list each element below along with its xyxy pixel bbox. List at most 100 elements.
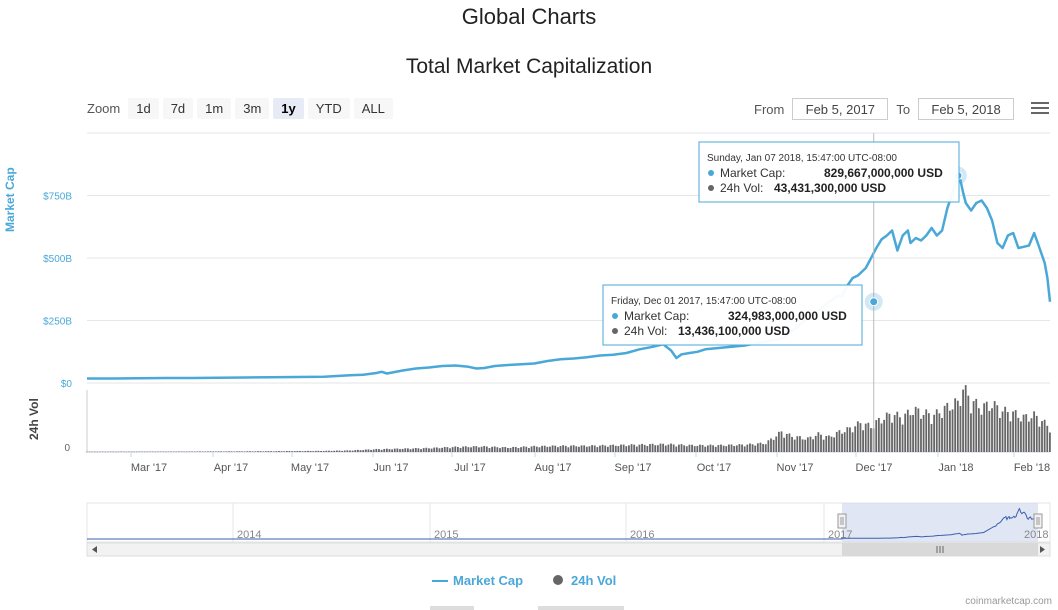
volume-bar: [591, 445, 593, 452]
volume-bar: [817, 432, 820, 452]
bottom-tab-2[interactable]: [538, 606, 624, 610]
highlight-marker: [869, 297, 879, 307]
x-tick-label: Aug '17: [535, 462, 572, 474]
zoom-button-all[interactable]: ALL: [353, 98, 393, 119]
volume-bar: [862, 430, 864, 452]
volume-bar: [604, 445, 607, 452]
volume-bar: [888, 413, 891, 452]
volume-bar: [228, 451, 230, 452]
navigator-scrollbar-thumb[interactable]: [842, 543, 1038, 556]
volume-bar: [825, 435, 828, 452]
volume-bar: [846, 427, 849, 452]
volume-bar: [454, 446, 457, 452]
volume-bar: [709, 444, 712, 452]
volume-bar: [667, 444, 670, 452]
volume-bar: [159, 451, 162, 453]
volume-bar: [470, 447, 472, 452]
volume-bar: [422, 448, 425, 452]
volume-bar: [691, 444, 693, 452]
scroll-left-arrow-icon[interactable]: [92, 546, 97, 553]
volume-bar: [193, 451, 196, 453]
volume-bar: [996, 405, 999, 452]
volume-bar: [920, 418, 922, 452]
volume-bar: [154, 451, 157, 453]
x-tick-label: May '17: [291, 462, 329, 474]
from-date-input[interactable]: [792, 98, 889, 120]
navigator-series-line: [87, 507, 1039, 540]
zoom-button-ytd[interactable]: YTD: [307, 98, 350, 119]
volume-bar: [572, 445, 575, 452]
volume-bar: [901, 424, 904, 452]
zoom-button-3m[interactable]: 3m: [235, 98, 270, 119]
volume-bar: [841, 433, 843, 452]
navigator-handle-left[interactable]: [837, 513, 847, 529]
volume-bar: [322, 451, 325, 452]
legend-item-24h-vol[interactable]: 24h Vol: [571, 573, 616, 588]
legend-item-market-cap[interactable]: Market Cap: [453, 573, 523, 588]
volume-bar: [870, 428, 872, 452]
zoom-button-7d[interactable]: 7d: [162, 98, 194, 119]
volume-bar: [451, 447, 454, 452]
volume-bar: [746, 444, 749, 452]
volume-bar: [514, 446, 517, 452]
volume-bar: [254, 451, 257, 452]
zoom-button-1y[interactable]: 1y: [273, 98, 304, 119]
volume-bar: [370, 449, 372, 452]
volume-bar: [938, 413, 941, 452]
volume-bar: [706, 445, 709, 452]
footer-credit: coinmarketcap.com: [965, 596, 1052, 607]
navigator-pane: [86, 502, 1051, 543]
volume-bar: [485, 446, 488, 452]
volume-bar: [820, 434, 822, 452]
volume-bar: [967, 395, 970, 452]
volume-bar: [238, 451, 241, 452]
volume-bar: [141, 451, 144, 453]
volume-bar: [459, 447, 462, 452]
bottom-tab-1[interactable]: [430, 606, 474, 610]
volume-bar: [506, 447, 509, 452]
volume-bar: [551, 445, 554, 452]
volume-bar: [117, 451, 120, 453]
volume-bar: [804, 439, 807, 452]
volume-bar: [738, 444, 741, 452]
volume-bar: [251, 451, 254, 452]
volume-bar: [701, 444, 704, 452]
navigator-selection[interactable]: [842, 503, 1038, 542]
volume-bar: [659, 443, 662, 452]
tooltip-dec-cap-dot: [612, 313, 618, 319]
zoom-button-1d[interactable]: 1d: [128, 98, 159, 119]
hamburger-menu-icon[interactable]: [1031, 102, 1049, 116]
volume-bar: [656, 445, 659, 452]
volume-bar: [867, 422, 870, 452]
volume-bar: [1009, 421, 1012, 452]
volume-bar: [925, 409, 928, 452]
volume-bar: [438, 448, 441, 452]
x-tick-label: Sep '17: [615, 462, 652, 474]
zoom-button-1m[interactable]: 1m: [197, 98, 232, 119]
volume-bar: [983, 403, 986, 452]
volume-bar: [1043, 419, 1046, 452]
navigator-scrollbar-track[interactable]: [86, 542, 1051, 557]
tooltip-jan-cap-value: 829,667,000,000 USD: [824, 166, 943, 180]
volume-bar: [341, 450, 344, 452]
volume-bar: [264, 451, 267, 452]
y-axis-title-market-cap: Market Cap: [3, 167, 17, 232]
volume-bar: [385, 448, 388, 452]
volume-bar: [554, 445, 557, 452]
volume-bar: [788, 433, 791, 452]
volume-bar: [549, 446, 551, 452]
scroll-right-arrow-icon[interactable]: [1040, 546, 1045, 553]
volume-bar: [317, 450, 320, 452]
volume-bar: [672, 444, 675, 452]
volume-bar: [230, 451, 233, 452]
x-tick-label: Mar '17: [131, 462, 167, 474]
navigator-handle-right[interactable]: [1033, 513, 1043, 529]
to-date-input[interactable]: [918, 98, 1015, 120]
navigator-year-label: 2016: [630, 529, 654, 541]
x-tick-label: Apr '17: [214, 462, 249, 474]
volume-bar: [683, 445, 686, 452]
volume-bar: [107, 451, 109, 453]
highlight-halo: [864, 292, 883, 311]
volume-bar: [856, 421, 859, 452]
volume-bar: [756, 443, 759, 452]
